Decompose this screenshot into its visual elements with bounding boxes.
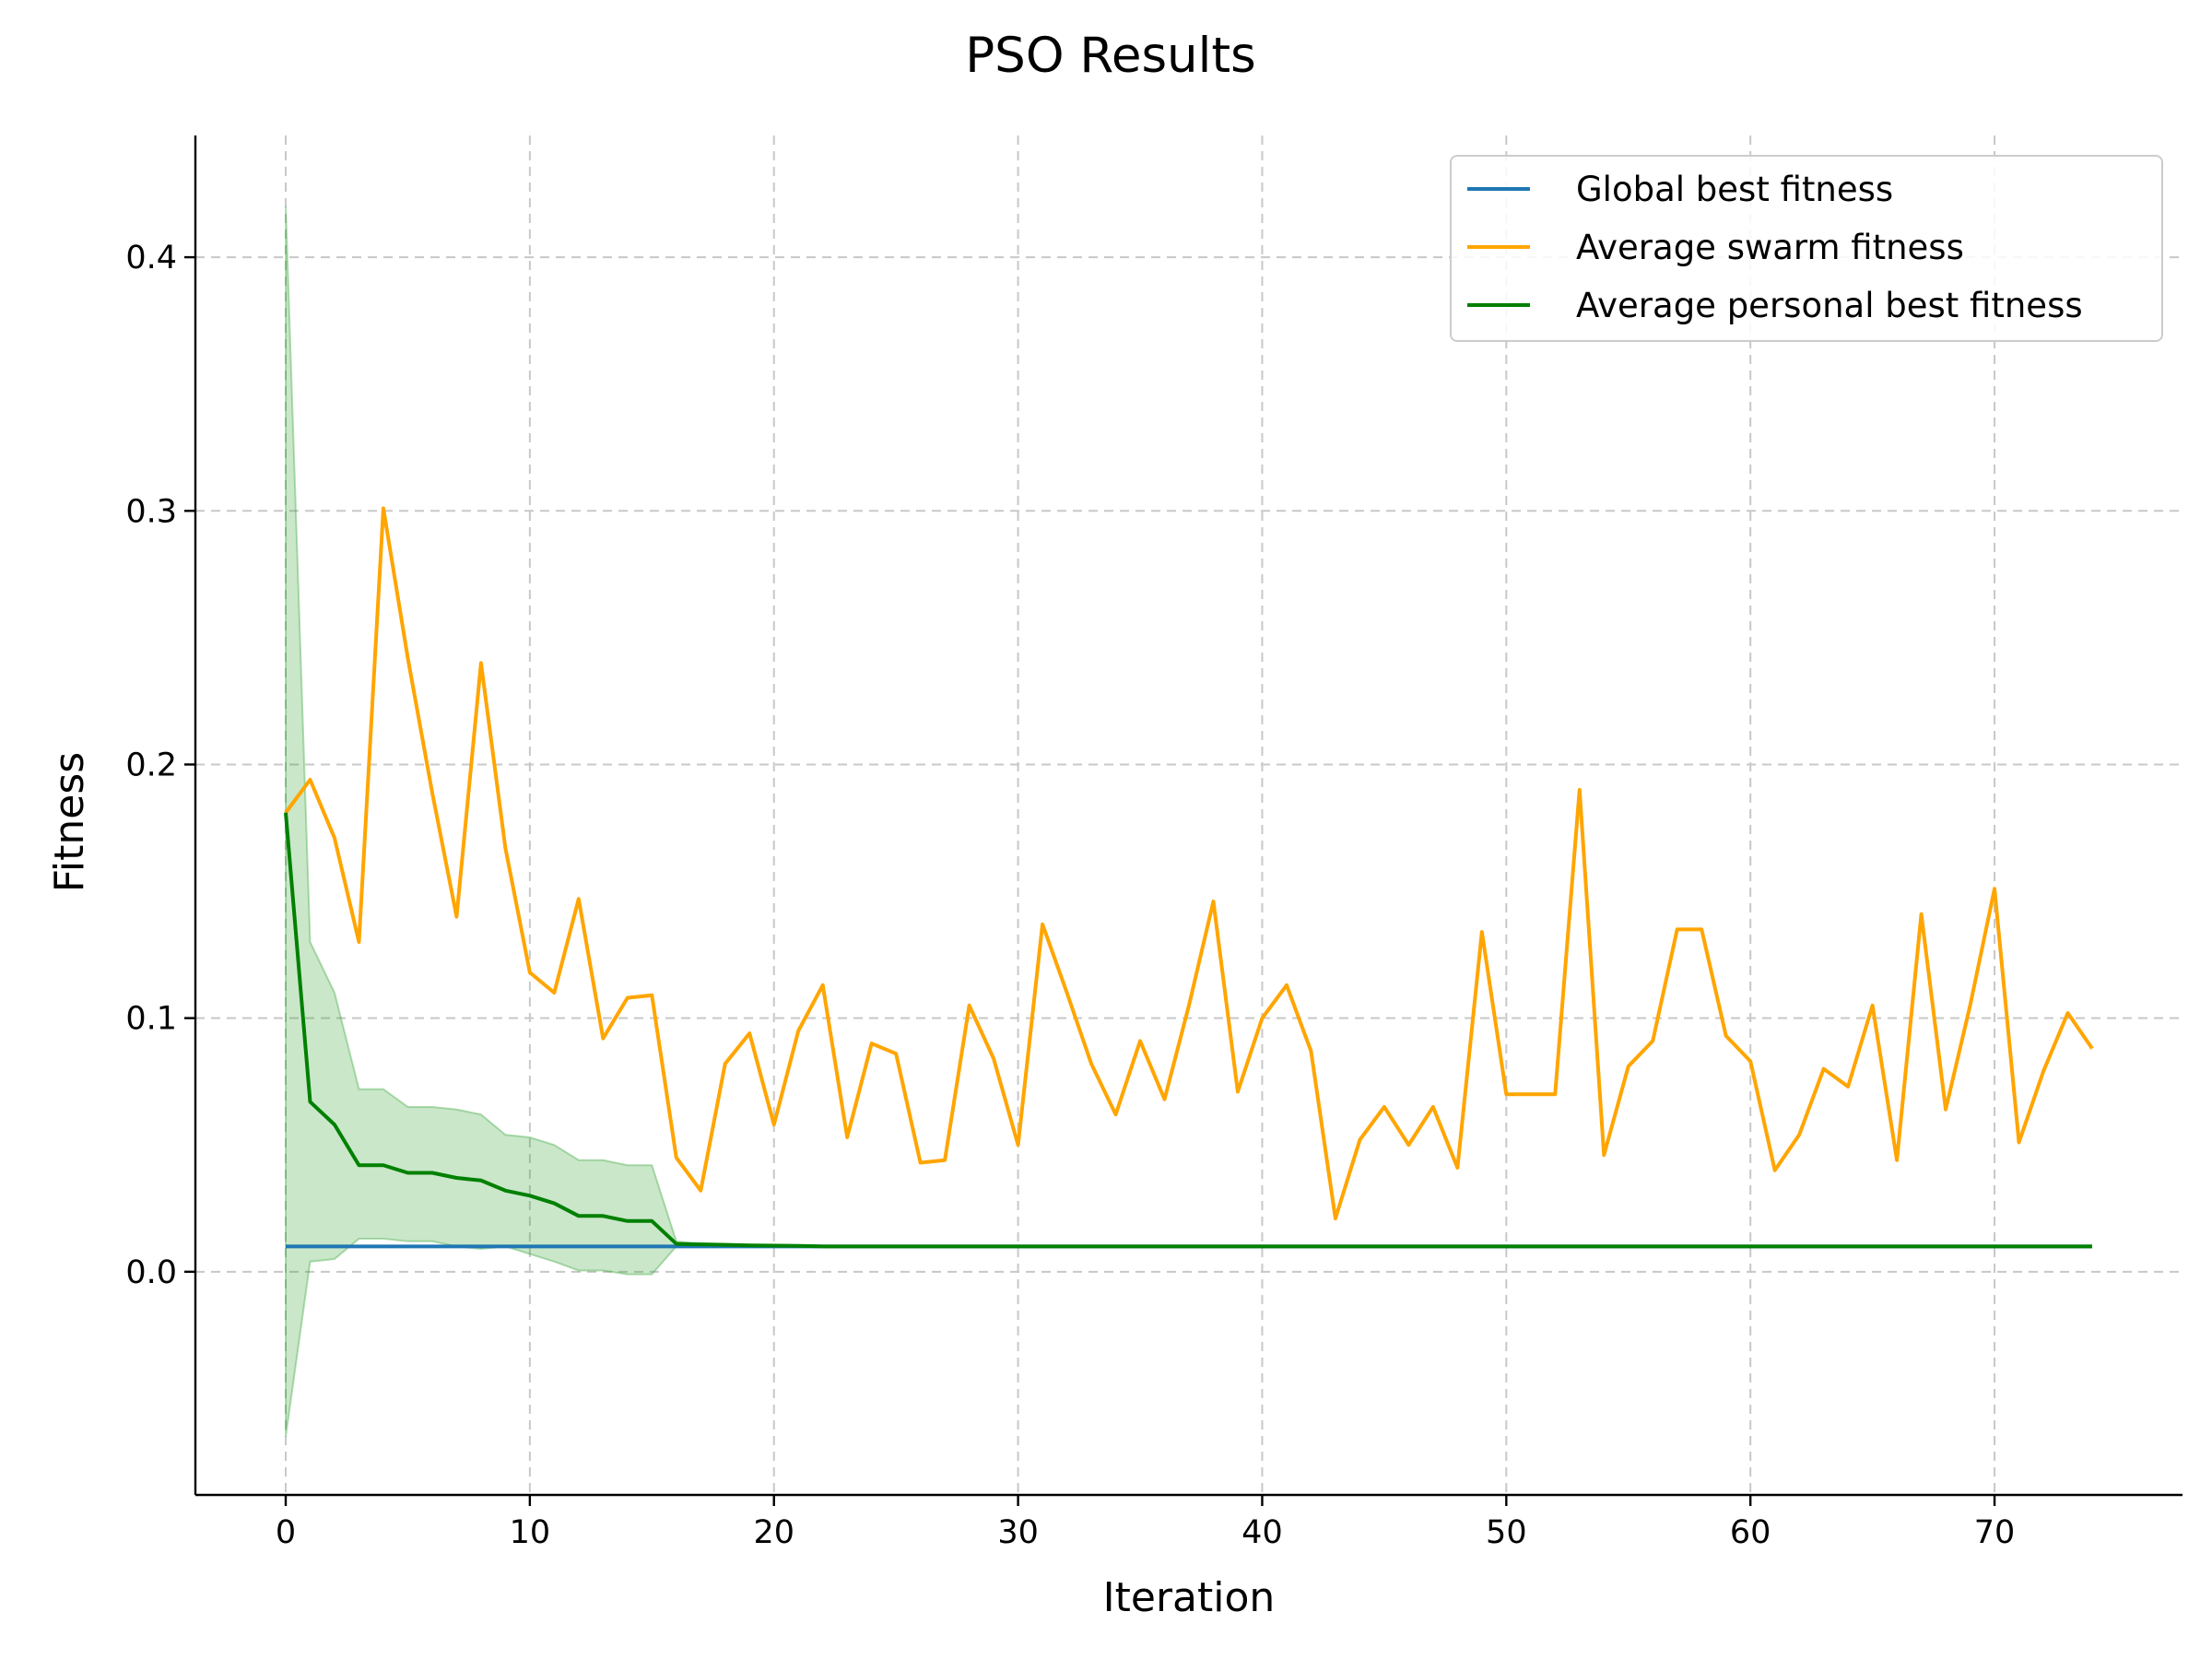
legend-label: Average personal best fitness	[1576, 286, 2083, 325]
average-personal-best-line	[284, 812, 2092, 1249]
legend-label: Average swarm fitness	[1576, 228, 1964, 267]
x-tick-label: 60	[1730, 1514, 1771, 1551]
series-layer	[284, 506, 2094, 1249]
axes	[184, 135, 2183, 1506]
y-tick-label: 0.2	[125, 747, 177, 783]
x-tick-label: 70	[1974, 1514, 2016, 1551]
y-axis-label: Fitness	[46, 752, 93, 892]
y-tick-label: 0.1	[125, 1001, 177, 1038]
x-tick-label: 20	[753, 1514, 794, 1551]
x-axis-label: Iteration	[1103, 1574, 1276, 1621]
x-tick-label: 0	[276, 1514, 296, 1551]
tick-labels: 0 10 20 30 40 50 60 70 0.0 0.1 0.2 0.3 0.4	[125, 240, 2015, 1551]
grid-lines	[195, 135, 2183, 1495]
x-tick-label: 30	[997, 1514, 1039, 1551]
average-swarm-line	[284, 506, 2094, 1221]
chart-title: PSO Results	[965, 28, 1256, 84]
x-tick-label: 10	[510, 1514, 551, 1551]
x-tick-label: 50	[1486, 1514, 1527, 1551]
y-tick-label: 0.0	[125, 1254, 177, 1291]
legend-label: Global best fitness	[1576, 170, 1893, 209]
legend-box	[1450, 155, 2163, 342]
y-tick-label: 0.4	[125, 240, 177, 276]
legend: Global best fitness Average swarm fitness…	[1450, 155, 2163, 342]
x-tick-label: 40	[1241, 1514, 1283, 1551]
y-tick-label: 0.3	[125, 493, 177, 530]
